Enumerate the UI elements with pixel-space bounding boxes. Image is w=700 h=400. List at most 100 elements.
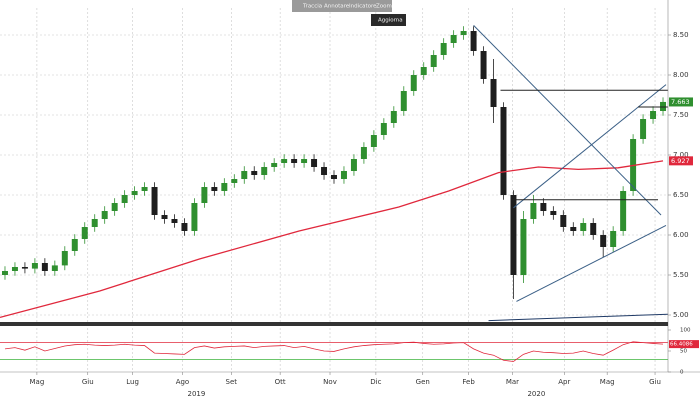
candle-body xyxy=(470,31,477,51)
candle-body xyxy=(610,231,617,247)
candle-body xyxy=(121,195,128,203)
candle-body xyxy=(550,211,557,215)
candle-body xyxy=(660,101,667,111)
x-tick-label: Apr xyxy=(558,378,570,386)
candle-body xyxy=(151,187,158,215)
candle-body xyxy=(231,179,238,183)
candle-body xyxy=(1,271,8,275)
x-tick-label: Feb xyxy=(462,378,475,386)
moving-average xyxy=(0,160,664,319)
y-tick-label: 6.50 xyxy=(673,191,689,199)
candle-body xyxy=(241,171,248,179)
x-tick-label: Mag xyxy=(29,378,44,386)
candle-body xyxy=(390,111,397,123)
toolbar-button[interactable]: Traccia xyxy=(302,4,322,10)
candle-body xyxy=(640,119,647,139)
candle-body xyxy=(171,219,178,223)
candle-body xyxy=(510,195,517,275)
candle-body xyxy=(420,67,427,75)
y-tick-label: 7.00 xyxy=(673,151,689,159)
refresh-label[interactable]: Aggiorna xyxy=(378,18,403,24)
y-tick-label: 8.50 xyxy=(673,31,689,39)
trendline xyxy=(516,224,667,302)
rsi-tag-label: 66.4086 xyxy=(670,342,693,348)
toolbar: Traccia Annotare Indicatore Zoom Aggiorn… xyxy=(292,0,406,26)
candle-body xyxy=(340,171,347,179)
candle-body xyxy=(261,167,268,175)
rsi-line xyxy=(4,341,664,362)
price-tag-label: 6.927 xyxy=(671,157,690,165)
rsi-panel xyxy=(0,341,668,362)
candle-body xyxy=(650,111,657,119)
price-panel xyxy=(0,25,668,322)
candle-body xyxy=(291,159,298,163)
candle-body xyxy=(440,43,447,55)
candle-body xyxy=(11,267,18,271)
candle-body xyxy=(191,203,198,231)
toolbar-button[interactable]: Indicatore xyxy=(349,4,377,10)
candle-body xyxy=(450,35,457,43)
x-tick-label: Giu xyxy=(82,378,94,386)
toolbar-button[interactable]: Annotare xyxy=(324,4,350,10)
x-tick-label: Gen xyxy=(416,378,430,386)
x-tick-label: Lug xyxy=(126,378,139,386)
candle-body xyxy=(181,223,188,231)
y-tick-label: 5.00 xyxy=(673,311,689,319)
x-tick-label: Giu xyxy=(649,378,661,386)
candle-body xyxy=(540,203,547,211)
candle-body xyxy=(350,159,357,171)
candle-body xyxy=(311,159,318,167)
candle-body xyxy=(500,107,507,195)
candle-body xyxy=(490,79,497,107)
x-tick-label: Set xyxy=(226,378,238,386)
price-tag xyxy=(669,97,693,107)
price-tag-label: 7.663 xyxy=(671,98,690,106)
candle-body xyxy=(590,223,597,235)
candle-body xyxy=(580,223,587,231)
candle-body xyxy=(281,159,288,163)
candle-body xyxy=(530,203,537,219)
rsi-tick-label: 100 xyxy=(680,328,691,334)
candle-body xyxy=(111,203,118,211)
x-tick-label: Mar xyxy=(506,378,519,386)
candle-body xyxy=(31,263,38,269)
candle-body xyxy=(570,227,577,231)
refresh-button[interactable] xyxy=(371,14,406,26)
year-label: 2019 xyxy=(187,390,205,398)
candle-body xyxy=(380,123,387,135)
candle-body xyxy=(21,267,28,269)
y-tick-label: 5.50 xyxy=(673,271,689,279)
candle-body xyxy=(620,191,627,231)
candle-body xyxy=(360,147,367,159)
candle-body xyxy=(141,187,148,191)
candle-body xyxy=(370,135,377,147)
candle-body xyxy=(211,187,218,191)
candle-body xyxy=(51,265,58,271)
candle-body xyxy=(410,75,417,91)
candle-body xyxy=(91,219,98,227)
trendline xyxy=(513,84,667,209)
toolbar-bar xyxy=(292,0,392,12)
candle-body xyxy=(600,235,607,247)
candle-body xyxy=(560,215,567,227)
trendline xyxy=(488,313,668,322)
rsi-tick-label: 0 xyxy=(680,370,684,376)
candle-body xyxy=(131,191,138,195)
candle-body xyxy=(400,91,407,111)
y-tick-label: 8.00 xyxy=(673,71,689,79)
x-tick-label: Ago xyxy=(176,378,190,386)
candle-body xyxy=(251,171,258,175)
candle-body xyxy=(81,227,88,239)
candle-body xyxy=(41,263,48,271)
y-tick-label: 6.00 xyxy=(673,231,689,239)
candle-body xyxy=(271,163,278,167)
candle-body xyxy=(430,55,437,67)
candle-body xyxy=(520,219,527,275)
rsi-tick-label: 50 xyxy=(680,349,687,355)
candle-body xyxy=(321,167,328,175)
candle-body xyxy=(101,211,108,219)
toolbar-button[interactable]: Zoom xyxy=(376,4,392,10)
trendline xyxy=(473,25,662,216)
